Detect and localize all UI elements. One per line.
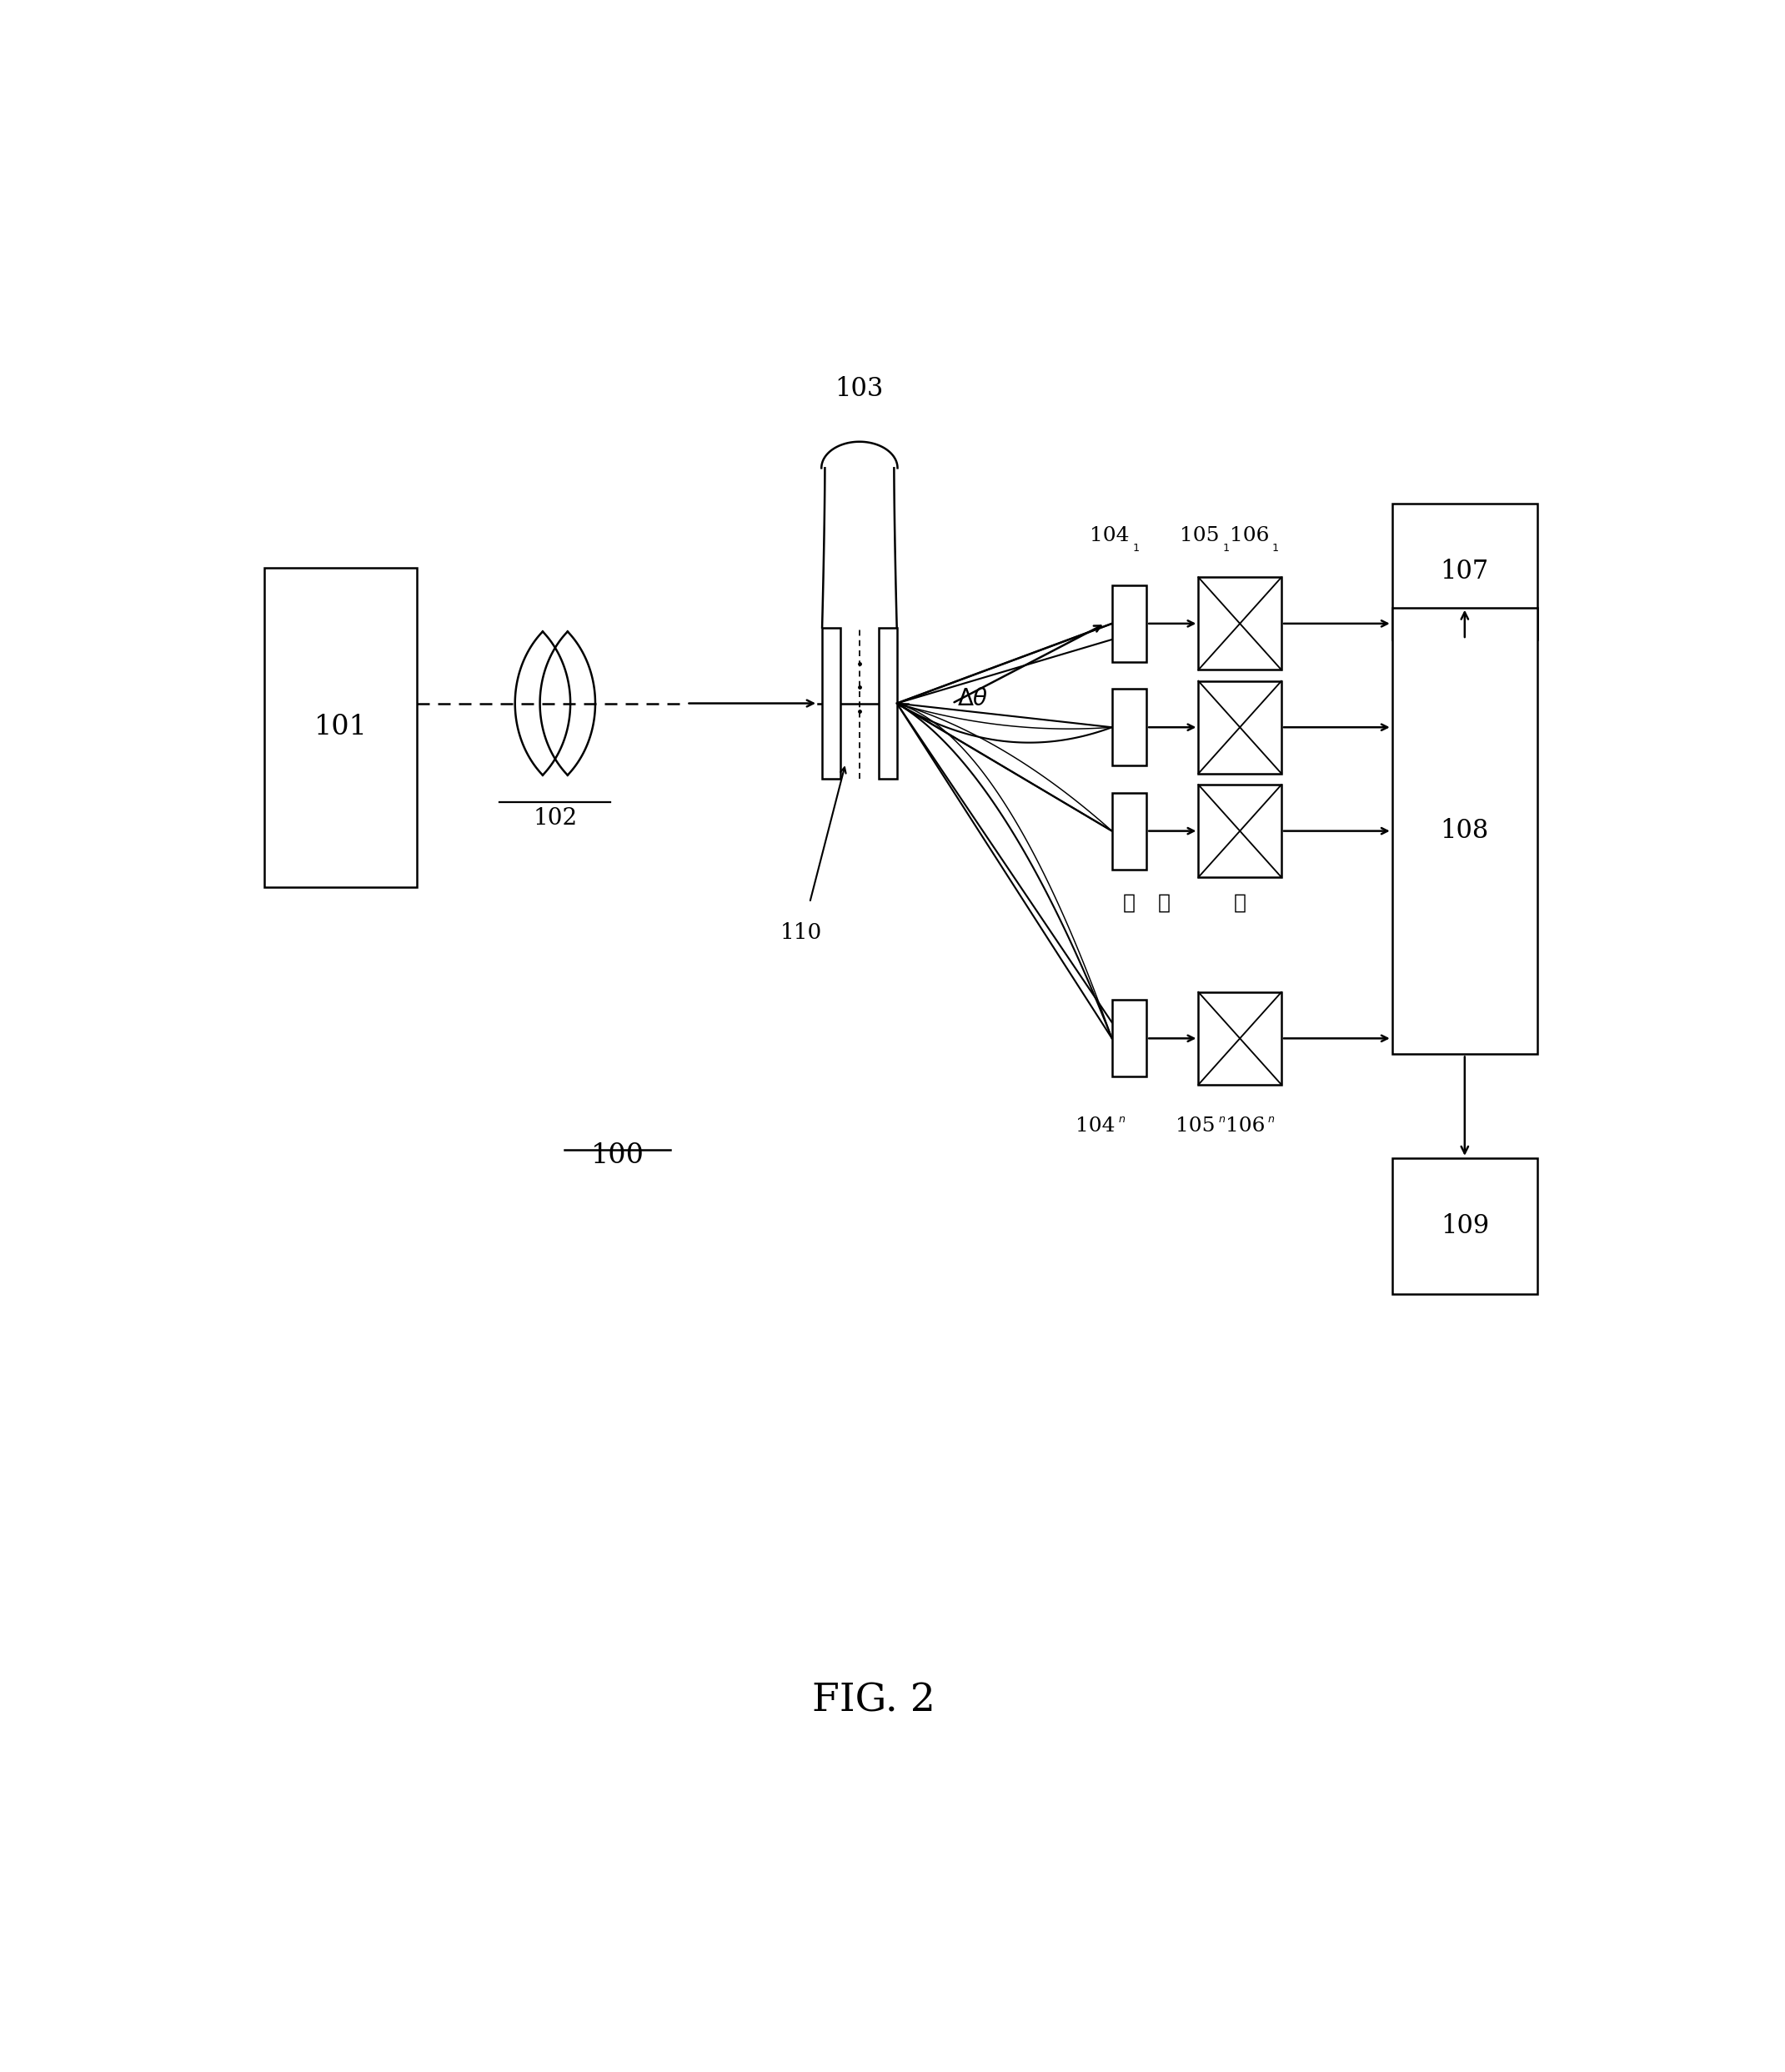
- Bar: [1112, 690, 1146, 765]
- Text: 103: 103: [835, 375, 884, 402]
- Text: 104: 104: [1089, 526, 1130, 545]
- Bar: [823, 628, 841, 779]
- Text: 104: 104: [1076, 1117, 1116, 1135]
- Text: 106: 106: [1225, 1117, 1266, 1135]
- Bar: [1392, 607, 1537, 1055]
- Text: $_n$: $_n$: [1267, 1109, 1274, 1123]
- Bar: [1198, 682, 1282, 773]
- Bar: [1198, 785, 1282, 876]
- Text: 105: 105: [1175, 1117, 1216, 1135]
- Text: ℓ: ℓ: [1157, 893, 1171, 912]
- Text: 110: 110: [780, 922, 823, 943]
- Text: $_n$: $_n$: [1217, 1109, 1226, 1123]
- Text: $_1$: $_1$: [1132, 539, 1139, 553]
- Text: 102: 102: [534, 808, 577, 829]
- Bar: [1198, 992, 1282, 1084]
- Text: 108: 108: [1440, 818, 1489, 843]
- Bar: [1112, 1001, 1146, 1077]
- Text: $_n$: $_n$: [1117, 1109, 1126, 1123]
- Text: 101: 101: [314, 715, 368, 740]
- Text: 106: 106: [1230, 526, 1269, 545]
- Text: $_1$: $_1$: [1271, 539, 1280, 553]
- Bar: [1198, 578, 1282, 669]
- Text: 107: 107: [1440, 559, 1489, 584]
- Bar: [1392, 1158, 1537, 1293]
- Bar: [878, 628, 896, 779]
- Text: $_1$: $_1$: [1223, 539, 1230, 553]
- Bar: [1112, 794, 1146, 870]
- Text: ℓ: ℓ: [1233, 893, 1246, 912]
- Text: $\Delta\theta$: $\Delta\theta$: [957, 688, 989, 711]
- Text: 100: 100: [591, 1142, 644, 1169]
- Bar: [1392, 503, 1537, 640]
- Text: ℓ: ℓ: [1123, 893, 1135, 912]
- Text: 105: 105: [1180, 526, 1219, 545]
- Text: 109: 109: [1440, 1212, 1489, 1239]
- Text: FIG. 2: FIG. 2: [812, 1682, 935, 1720]
- Bar: [264, 568, 418, 887]
- Bar: [1112, 584, 1146, 661]
